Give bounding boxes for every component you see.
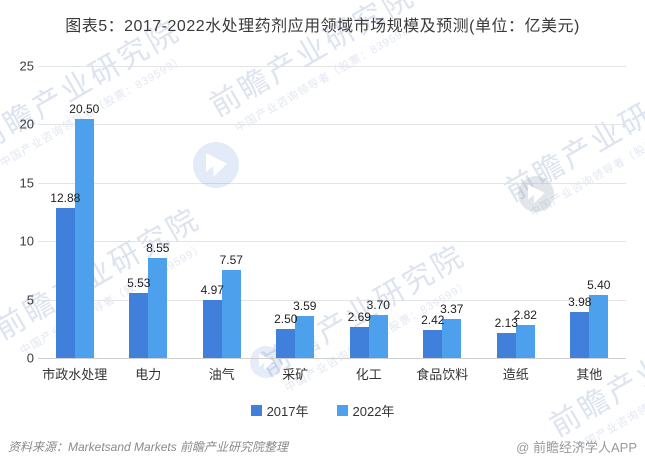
- brand-note: @ 前瞻经济学人APP: [516, 440, 637, 455]
- value-label: 3.98: [568, 294, 592, 309]
- legend-label: 2017年: [266, 404, 309, 419]
- watermark-logo-icon: [193, 142, 239, 188]
- y-axis-tick-label: 15: [19, 175, 34, 191]
- value-label: 3.59: [293, 299, 317, 314]
- watermark: 前瞻产业研究院中国产业咨询领导者（股票：839599）: [495, 56, 645, 225]
- legend-item-2017: 2017年: [250, 401, 309, 420]
- legend: 2017年 2022年: [0, 401, 645, 420]
- value-label: 7.57: [219, 252, 243, 267]
- category-label: 电力: [135, 367, 162, 382]
- bar-2017: [423, 329, 443, 358]
- bar-2017: [276, 328, 296, 358]
- gridline: [38, 182, 626, 184]
- bar-2022: [148, 258, 168, 358]
- value-label: 8.55: [146, 241, 170, 256]
- bar-2017: [55, 207, 75, 358]
- bar-2022: [589, 294, 609, 358]
- watermark-logo-wedge: [205, 153, 228, 177]
- x-axis-line: [38, 358, 626, 359]
- bar-2017: [496, 333, 516, 358]
- chart-title: 图表5：2017-2022水处理药剂应用领域市场规模及预测(单位：亿美元): [65, 18, 580, 35]
- watermark-logo-wedge: [528, 184, 545, 204]
- bar-2022: [74, 118, 94, 358]
- gridline: [38, 241, 626, 243]
- category-label: 采矿: [282, 367, 309, 382]
- bar-2022: [221, 269, 241, 358]
- value-label: 2.50: [274, 311, 298, 326]
- category-label: 造纸: [502, 367, 529, 382]
- category-label: 化工: [355, 367, 382, 382]
- legend-swatch-icon: [336, 405, 348, 416]
- value-label: 2.82: [513, 308, 537, 323]
- bar-2022: [515, 325, 535, 358]
- y-axis-tick-label: 25: [19, 58, 34, 74]
- chart-footer: 资料来源：Marketsand Markets 前瞻产业研究院整理 @ 前瞻经济…: [8, 437, 637, 456]
- value-label: 5.53: [127, 276, 151, 291]
- category-label: 市政水处理: [42, 367, 108, 382]
- value-label: 12.88: [50, 190, 81, 205]
- value-label: 3.70: [366, 297, 390, 312]
- legend-item-2022: 2022年: [336, 401, 395, 420]
- bar-2017: [129, 293, 149, 358]
- value-label: 2.69: [347, 309, 371, 324]
- watermark-subtext: 中国产业咨询领导者（股票：839599）: [528, 103, 645, 220]
- gridline: [38, 299, 626, 301]
- value-label: 3.37: [440, 301, 464, 316]
- category-label: 油气: [208, 367, 235, 382]
- watermark-text: 前瞻产业研究院: [499, 64, 645, 209]
- bar-2017: [349, 326, 369, 358]
- legend-label: 2022年: [352, 404, 395, 419]
- y-axis-tick-label: 10: [19, 233, 34, 249]
- bar-2022: [368, 314, 388, 358]
- watermark-logo-icon: [518, 176, 554, 212]
- watermark-text: 前瞻产业研究院: [0, 202, 207, 347]
- gridline: [38, 124, 626, 126]
- watermark: 前瞻产业研究院中国产业咨询领导者（股票：839599）: [0, 194, 216, 363]
- gridline: [38, 66, 626, 67]
- value-label: 2.13: [494, 316, 518, 331]
- bar-2022: [295, 316, 315, 358]
- y-axis-tick-label: 5: [26, 292, 34, 308]
- category-label: 其他: [576, 367, 603, 382]
- category-label: 食品饮料: [416, 367, 469, 382]
- bar-2022: [442, 318, 462, 358]
- y-axis-tick-label: 0: [26, 350, 34, 366]
- source-note: 资料来源：Marketsand Markets 前瞻产业研究院整理: [8, 440, 289, 454]
- legend-swatch-icon: [250, 405, 262, 416]
- bar-2017: [202, 300, 222, 358]
- value-label: 20.50: [69, 101, 100, 116]
- value-label: 2.42: [421, 312, 445, 327]
- y-axis-tick-label: 20: [19, 116, 34, 132]
- value-label: 5.40: [587, 277, 611, 292]
- value-label: 4.97: [200, 283, 224, 297]
- bar-2017: [570, 311, 590, 358]
